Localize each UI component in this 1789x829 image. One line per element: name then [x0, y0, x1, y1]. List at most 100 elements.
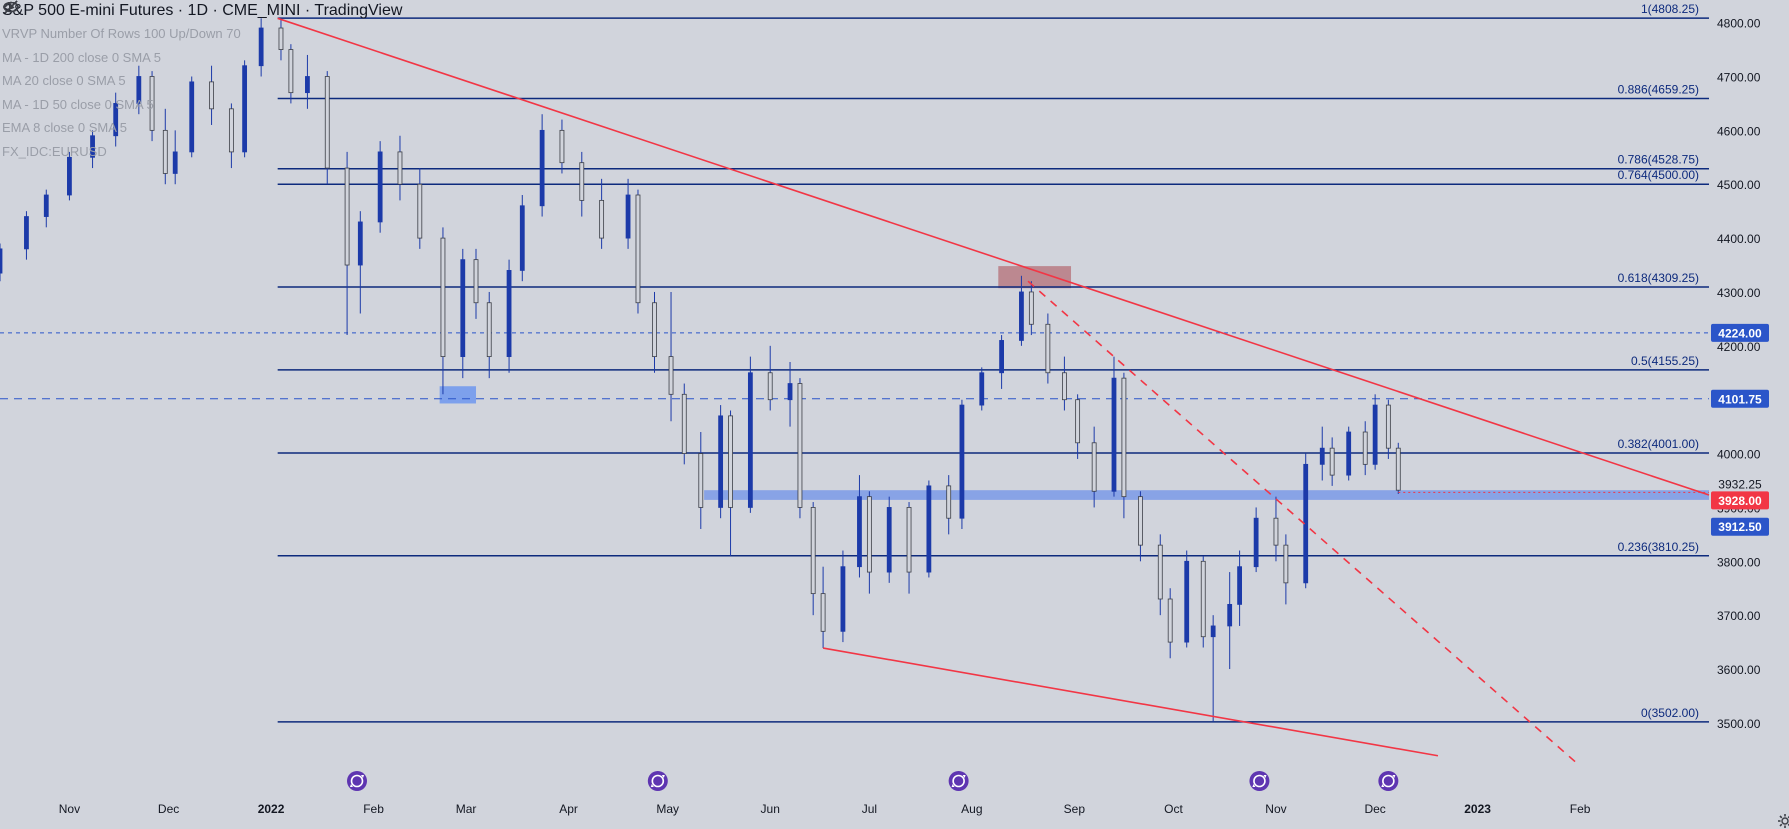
x-tick-label: Dec — [158, 802, 179, 816]
trend-line — [277, 17, 1710, 496]
candle-up — [377, 151, 383, 223]
indicator-row[interactable]: MA 20 close 0 SMA 5 — [2, 0, 402, 93]
candle-down — [1385, 404, 1391, 449]
y-tick-label: 4300.00 — [1717, 286, 1761, 300]
candle-up — [1253, 517, 1259, 568]
candle-down — [1283, 544, 1289, 584]
eye-slash-icon[interactable] — [3, 0, 180, 111]
candle-up — [189, 81, 195, 153]
fib-level-label: 1(4808.25) — [1641, 2, 1699, 16]
x-tick-label: Apr — [559, 802, 578, 816]
price-badge-label: 3932.25 — [1718, 478, 1762, 492]
price-axis[interactable] — [1709, 0, 1789, 819]
candle-down — [810, 507, 816, 595]
chart-title: S&P 500 E-mini Futures · 1D · CME_MINI ·… — [2, 2, 403, 19]
candle-up — [1184, 560, 1190, 643]
fib-level-label: 0.5(4155.25) — [1631, 354, 1699, 368]
candle-down — [486, 302, 492, 358]
y-tick-label: 3600.00 — [1717, 663, 1761, 677]
event-marker-icon[interactable] — [948, 771, 969, 791]
eye-slash-icon[interactable] — [3, 0, 133, 158]
candle-up — [539, 129, 545, 207]
candle-down — [681, 393, 687, 454]
candle-down — [668, 356, 674, 395]
candle-down — [149, 76, 155, 131]
candle-up — [460, 259, 466, 358]
candle-up — [1319, 447, 1325, 465]
x-tick-label: Mar — [456, 802, 477, 816]
x-tick-label: Feb — [1570, 802, 1591, 816]
event-marker-icon[interactable] — [1378, 771, 1399, 791]
event-marker-icon[interactable] — [347, 771, 368, 791]
y-tick-label: 4700.00 — [1717, 70, 1761, 84]
eye-slash-icon[interactable] — [3, 0, 152, 88]
fib-level-label: 0.786(4528.75) — [1618, 153, 1699, 167]
indicator-list: VRVP Number Of Rows 100 Up/Down 70 MA - 1… — [2, 0, 402, 164]
event-marker-icon[interactable] — [647, 771, 668, 791]
time-axis[interactable] — [0, 766, 1709, 819]
fib-level-label: 0.236(3810.25) — [1618, 540, 1699, 554]
candle-down — [1028, 291, 1034, 325]
candle-up — [959, 404, 965, 519]
candle-up — [90, 135, 95, 158]
candle-up — [67, 156, 72, 196]
y-tick-label: 4600.00 — [1717, 124, 1761, 138]
indicator-label: MA - 1D 50 close 0 SMA 5 — [2, 96, 154, 112]
plot-area[interactable] — [0, 0, 1709, 766]
candle-down — [1091, 442, 1097, 492]
candle-down — [1329, 447, 1335, 476]
candle-up — [1237, 566, 1243, 605]
indicator-row[interactable]: EMA 8 close 0 SMA 5 — [2, 0, 402, 140]
highlight-box — [998, 266, 1072, 289]
candle-down — [1075, 399, 1081, 444]
x-tick-label: May — [656, 802, 679, 816]
price-badge-label: 3912.50 — [1718, 520, 1762, 534]
y-tick-label: 3500.00 — [1717, 717, 1761, 731]
eye-slash-icon[interactable] — [3, 0, 267, 41]
eye-slash-icon[interactable] — [3, 0, 153, 135]
indicator-row[interactable]: VRVP Number Of Rows 100 Up/Down 70 — [2, 0, 402, 46]
candle-up — [258, 27, 264, 67]
x-tick-label: Nov — [59, 802, 80, 816]
event-marker-icon[interactable] — [1249, 771, 1270, 791]
candle-down — [767, 372, 773, 401]
fib-level-label: 0.382(4001.00) — [1618, 437, 1699, 451]
candle-down — [417, 183, 423, 239]
candle-up — [1210, 625, 1216, 638]
candle-down — [906, 507, 912, 573]
candle-down — [559, 129, 565, 164]
price-badge-label: 3928.00 — [1718, 494, 1762, 508]
candle-down — [1121, 377, 1127, 498]
indicator-row[interactable]: MA - 1D 50 close 0 SMA 5 — [2, 0, 402, 117]
candle-down — [1167, 598, 1173, 643]
chart-legend: S&P 500 E-mini Futures · 1D · CME_MINI ·… — [2, 0, 402, 181]
candle-up — [242, 65, 248, 153]
fib-level-label: 0(3502.00) — [1641, 706, 1699, 720]
candle-down — [728, 415, 733, 508]
x-tick-label: Jun — [761, 802, 780, 816]
candle-up — [1019, 291, 1024, 341]
candle-down — [820, 593, 826, 632]
candle-up — [1372, 404, 1378, 465]
indicator-row[interactable]: MA - 1D 200 close 0 SMA 5 — [2, 0, 402, 70]
price-badge — [1711, 491, 1769, 510]
y-tick-label: 3700.00 — [1717, 609, 1761, 623]
price-badge — [1711, 323, 1769, 342]
candle-down — [1200, 560, 1206, 638]
x-tick-label: 2022 — [258, 802, 285, 816]
trend-line — [822, 647, 1439, 757]
y-tick-label: 4400.00 — [1717, 232, 1761, 246]
indicator-row[interactable]: FX_IDC:EURUSD — [2, 0, 402, 164]
candle-down — [1273, 517, 1279, 546]
candle-up — [43, 194, 49, 217]
price-badge — [1711, 517, 1769, 536]
eye-slash-icon[interactable] — [3, 0, 187, 64]
x-tick-label: Aug — [961, 802, 982, 816]
candle-down — [162, 129, 168, 174]
candle-down — [698, 453, 704, 508]
candle-down — [344, 167, 350, 266]
price-badge — [1711, 475, 1769, 494]
x-tick-label: Jul — [862, 802, 877, 816]
dashed-trend-line — [1027, 280, 1581, 767]
